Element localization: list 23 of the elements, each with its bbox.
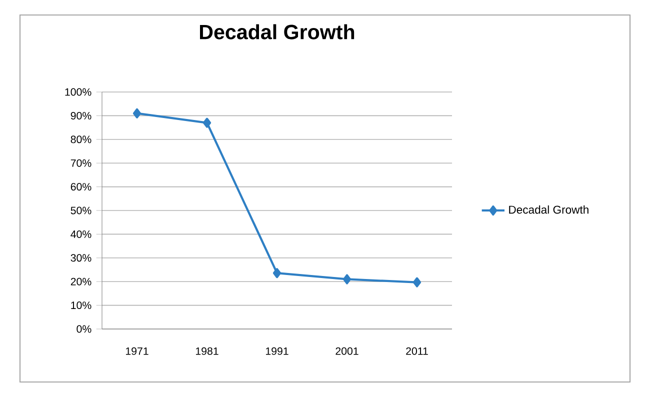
y-tick-label: 0% <box>76 325 92 333</box>
chart-title: Decadal Growth <box>200 24 354 40</box>
point <box>202 118 212 128</box>
y-tick-label: 100% <box>65 88 92 96</box>
point <box>342 274 352 284</box>
y-tick-label: 40% <box>70 230 92 238</box>
y-tick-label: 70% <box>70 159 92 167</box>
y-tick-label: 60% <box>70 183 92 191</box>
x-tick-label: 1991 <box>266 347 288 355</box>
y-tick-label: 20% <box>70 278 92 286</box>
x-tick-label: 1971 <box>126 347 148 355</box>
x-tick-label: 2011 <box>406 347 428 355</box>
y-tick-label: 30% <box>70 254 92 262</box>
legend-label: Decadal Growth <box>509 205 588 214</box>
y-tick-label: 90% <box>70 112 92 120</box>
y-tick-label: 10% <box>71 302 92 310</box>
x-tick-label: 1981 <box>196 347 218 355</box>
point <box>132 108 142 118</box>
x-tick-label: 2001 <box>336 347 358 355</box>
point <box>412 277 422 288</box>
y-tick-label: 50% <box>70 206 92 214</box>
point <box>272 268 282 278</box>
y-tick-label: 80% <box>70 136 92 144</box>
